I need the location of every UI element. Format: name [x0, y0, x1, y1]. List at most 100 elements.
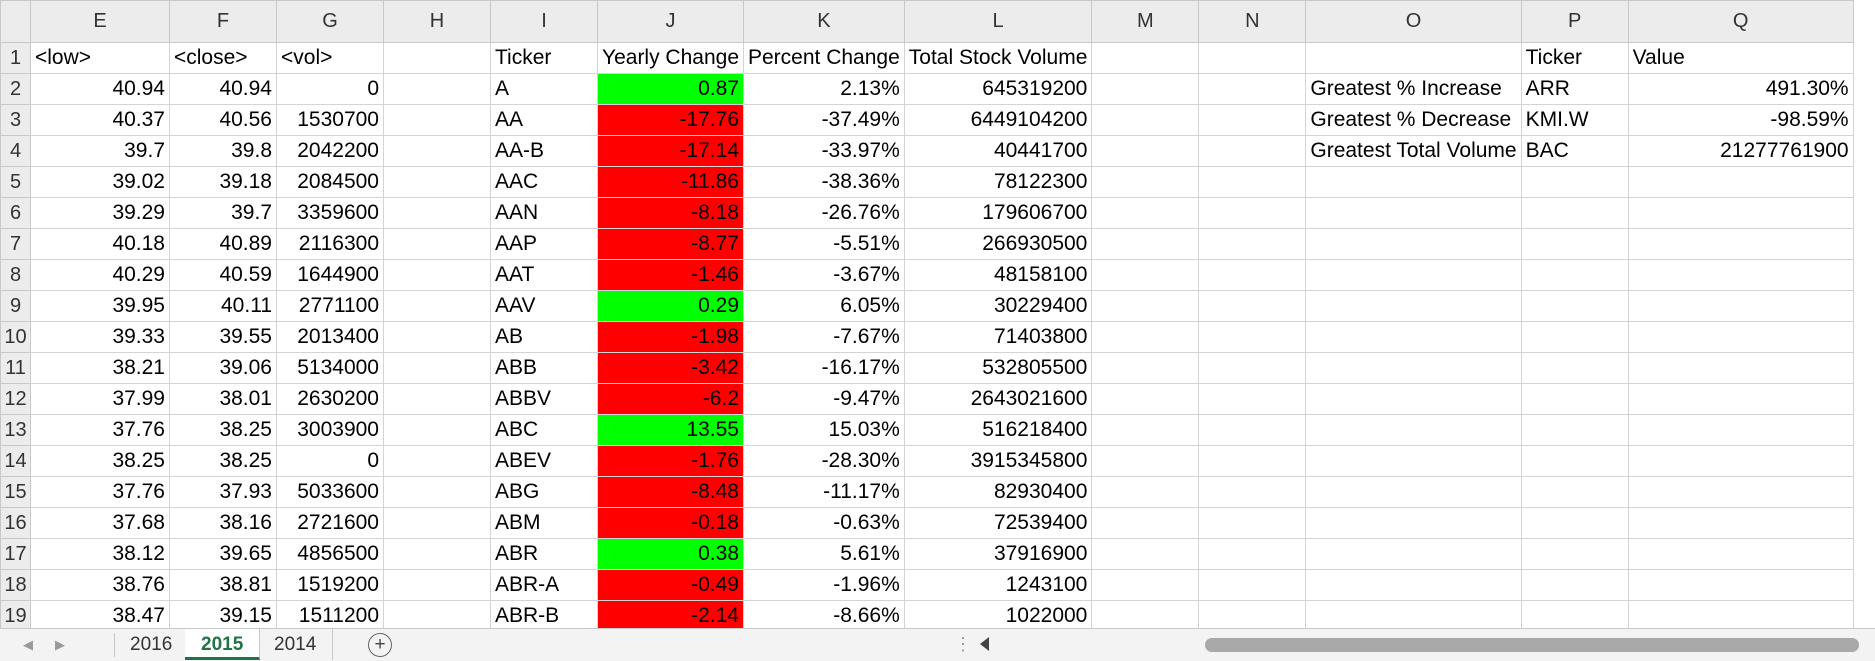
cell-g7[interactable]: 2116300: [276, 228, 384, 260]
cell-i12[interactable]: ABBV: [490, 383, 598, 415]
cell-n9[interactable]: [1198, 290, 1307, 322]
cell-l11[interactable]: 532805500: [903, 352, 1093, 384]
cell-q5[interactable]: [1627, 166, 1854, 198]
cell-f16[interactable]: 38.16: [169, 507, 277, 539]
cell-k17[interactable]: 5.61%: [743, 538, 905, 570]
sheet-tab-2015[interactable]: 2015: [185, 629, 261, 660]
cell-n8[interactable]: [1198, 259, 1307, 291]
cell-e17[interactable]: 38.12: [30, 538, 170, 570]
row-header[interactable]: 4: [0, 135, 31, 167]
cell-k16[interactable]: -0.63%: [743, 507, 905, 539]
cell-j11[interactable]: -3.42: [597, 352, 744, 384]
cell-o5[interactable]: [1305, 166, 1522, 198]
cell-p2[interactable]: ARR: [1520, 73, 1629, 105]
cell-i16[interactable]: ABM: [490, 507, 598, 539]
cell-e18[interactable]: 38.76: [30, 569, 170, 601]
cell-e5[interactable]: 39.02: [30, 166, 170, 198]
cell-i1[interactable]: Ticker: [490, 42, 598, 74]
cell-i17[interactable]: ABR: [490, 538, 598, 570]
select-all-corner[interactable]: [0, 0, 31, 43]
cell-l4[interactable]: 40441700: [903, 135, 1093, 167]
column-header-p[interactable]: P: [1520, 0, 1629, 43]
cell-f8[interactable]: 40.59: [169, 259, 277, 291]
cell-n10[interactable]: [1198, 321, 1307, 353]
cell-e7[interactable]: 40.18: [30, 228, 170, 260]
cell-q8[interactable]: [1627, 259, 1854, 291]
cell-e8[interactable]: 40.29: [30, 259, 170, 291]
cell-j1[interactable]: Yearly Change: [597, 42, 744, 74]
cell-g10[interactable]: 2013400: [276, 321, 384, 353]
cell-e12[interactable]: 37.99: [30, 383, 170, 415]
cell-n5[interactable]: [1198, 166, 1307, 198]
cell-o19[interactable]: [1305, 600, 1522, 632]
cell-h19[interactable]: [383, 600, 491, 632]
cell-i13[interactable]: ABC: [490, 414, 598, 446]
cell-h12[interactable]: [383, 383, 491, 415]
cell-k1[interactable]: Percent Change: [743, 42, 905, 74]
cell-f7[interactable]: 40.89: [169, 228, 277, 260]
column-header-l[interactable]: L: [903, 0, 1093, 43]
row-header[interactable]: 18: [0, 569, 31, 601]
cell-n7[interactable]: [1198, 228, 1307, 260]
column-header-e[interactable]: E: [30, 0, 170, 43]
cell-f13[interactable]: 38.25: [169, 414, 277, 446]
row-header[interactable]: 5: [0, 166, 31, 198]
cell-o7[interactable]: [1305, 228, 1522, 260]
cell-l15[interactable]: 82930400: [903, 476, 1093, 508]
cell-m18[interactable]: [1091, 569, 1200, 601]
cell-m8[interactable]: [1091, 259, 1200, 291]
row-header[interactable]: 3: [0, 104, 31, 136]
cell-n19[interactable]: [1198, 600, 1307, 632]
cell-o2[interactable]: Greatest % Increase: [1305, 73, 1522, 105]
cell-p15[interactable]: [1520, 476, 1629, 508]
cell-h15[interactable]: [383, 476, 491, 508]
cell-p7[interactable]: [1520, 228, 1629, 260]
column-header-h[interactable]: H: [383, 0, 491, 43]
cell-i2[interactable]: A: [490, 73, 598, 105]
cell-p6[interactable]: [1520, 197, 1629, 229]
cell-o10[interactable]: [1305, 321, 1522, 353]
cell-p8[interactable]: [1520, 259, 1629, 291]
row-header[interactable]: 13: [0, 414, 31, 446]
cell-q2[interactable]: 491.30%: [1627, 73, 1854, 105]
cell-p18[interactable]: [1520, 569, 1629, 601]
cell-h6[interactable]: [383, 197, 491, 229]
cell-q13[interactable]: [1627, 414, 1854, 446]
cell-g12[interactable]: 2630200: [276, 383, 384, 415]
cell-f5[interactable]: 39.18: [169, 166, 277, 198]
cell-e3[interactable]: 40.37: [30, 104, 170, 136]
cell-i5[interactable]: AAC: [490, 166, 598, 198]
cell-g13[interactable]: 3003900: [276, 414, 384, 446]
cell-e1[interactable]: <low>: [30, 42, 170, 74]
row-header[interactable]: 15: [0, 476, 31, 508]
cell-k13[interactable]: 15.03%: [743, 414, 905, 446]
cell-o18[interactable]: [1305, 569, 1522, 601]
cell-f14[interactable]: 38.25: [169, 445, 277, 477]
cell-k3[interactable]: -37.49%: [743, 104, 905, 136]
cell-m13[interactable]: [1091, 414, 1200, 446]
cell-q18[interactable]: [1627, 569, 1854, 601]
cell-n13[interactable]: [1198, 414, 1307, 446]
cell-f2[interactable]: 40.94: [169, 73, 277, 105]
row-header[interactable]: 6: [0, 197, 31, 229]
row-header[interactable]: 17: [0, 538, 31, 570]
row-header[interactable]: 2: [0, 73, 31, 105]
cell-q7[interactable]: [1627, 228, 1854, 260]
cell-j10[interactable]: -1.98: [597, 321, 744, 353]
cell-o4[interactable]: Greatest Total Volume: [1305, 135, 1522, 167]
cell-g1[interactable]: <vol>: [276, 42, 384, 74]
cell-f19[interactable]: 39.15: [169, 600, 277, 632]
cell-p11[interactable]: [1520, 352, 1629, 384]
cell-k12[interactable]: -9.47%: [743, 383, 905, 415]
cell-l17[interactable]: 37916900: [903, 538, 1093, 570]
cell-h4[interactable]: [383, 135, 491, 167]
cell-k7[interactable]: -5.51%: [743, 228, 905, 260]
cell-f10[interactable]: 39.55: [169, 321, 277, 353]
cell-j4[interactable]: -17.14: [597, 135, 744, 167]
cell-h7[interactable]: [383, 228, 491, 260]
cell-m5[interactable]: [1091, 166, 1200, 198]
cell-o11[interactable]: [1305, 352, 1522, 384]
cell-f12[interactable]: 38.01: [169, 383, 277, 415]
cell-f3[interactable]: 40.56: [169, 104, 277, 136]
cell-j6[interactable]: -8.18: [597, 197, 744, 229]
